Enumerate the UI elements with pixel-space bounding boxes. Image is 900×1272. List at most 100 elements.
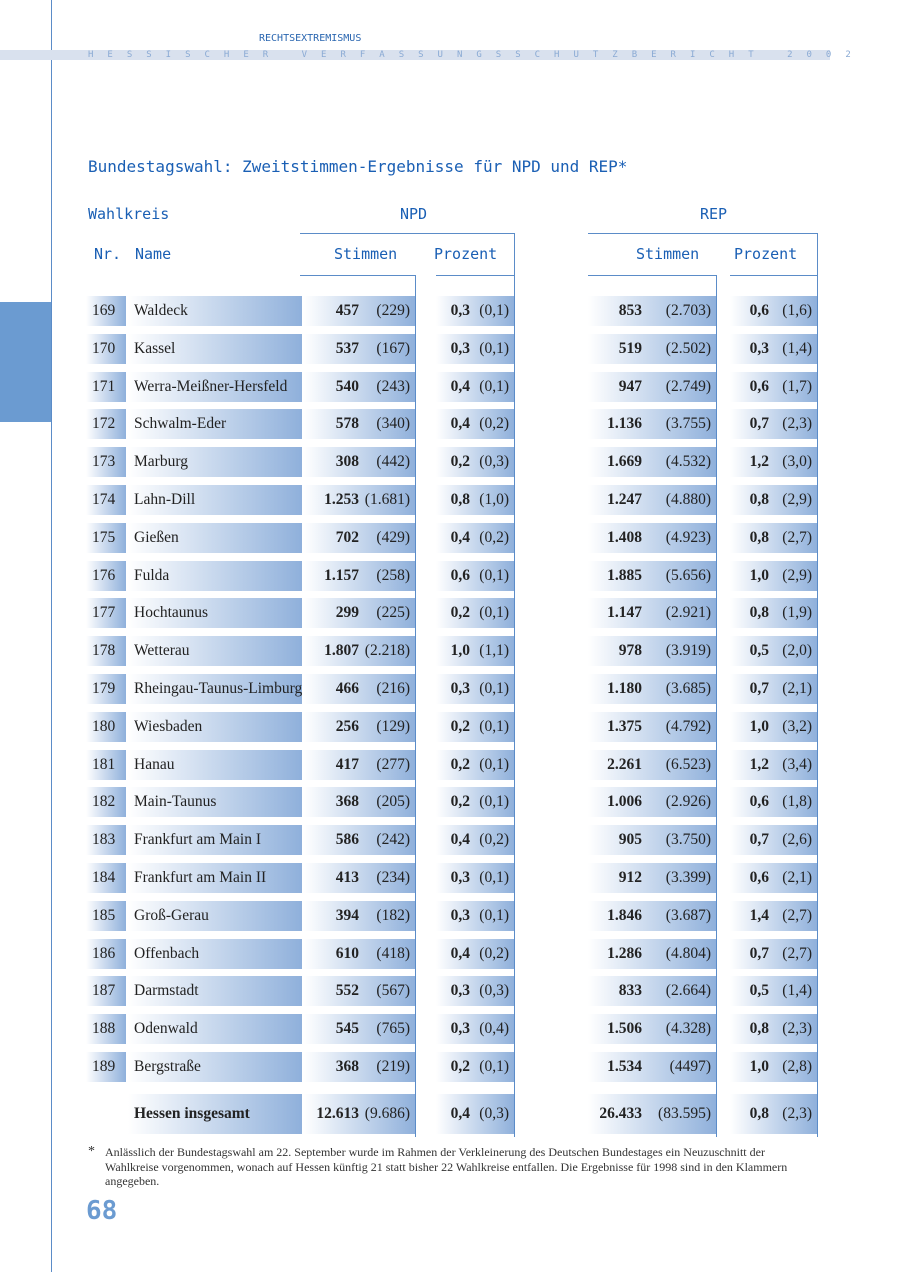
npd-prozent: 0,3 (0,1) <box>436 863 514 893</box>
rep-stimmen: 1.286 (4.804) <box>588 938 716 969</box>
npd-prozent-1998: (0,1) <box>479 906 509 924</box>
npd-prozent-1998: (0,1) <box>479 793 509 811</box>
npd-prozent: 0,2 (0,1) <box>436 1052 514 1082</box>
npd-prozent: 0,8 (1,0) <box>436 485 514 515</box>
npd-prozent-1998: (0,2) <box>479 528 509 546</box>
row-nr: 169 <box>86 296 126 326</box>
nr-value: 184 <box>92 869 116 886</box>
npd-prozent-2002: 0,2 <box>450 755 470 773</box>
row-nr: 181 <box>86 749 126 780</box>
rep-stimmen-1998: (3.399) <box>665 869 711 886</box>
name-value: Gießen <box>134 528 179 546</box>
total-npd-prozent-1998: (0,3) <box>479 1105 509 1122</box>
rep-prozent: 0,3 (1,4) <box>730 333 817 364</box>
header-npd: NPD <box>400 205 428 223</box>
rule <box>588 233 817 234</box>
nr-value: 183 <box>92 831 116 849</box>
npd-prozent-2002: 0,2 <box>450 453 470 471</box>
npd-prozent: 0,2 (0,1) <box>436 598 514 629</box>
npd-prozent: 0,2 (0,1) <box>436 711 514 742</box>
npd-stimmen-2002: 586 <box>335 831 359 849</box>
rep-prozent: 1,0 (3,2) <box>730 711 817 742</box>
npd-prozent-1998: (0,1) <box>479 869 509 886</box>
row-name: Marburg <box>128 447 302 478</box>
nr-value: 185 <box>92 906 116 924</box>
nr-value: 173 <box>92 453 116 471</box>
total-npd-stimmen-1998: (9.686) <box>364 1105 410 1122</box>
rep-prozent: 1,2 (3,0) <box>730 447 817 478</box>
rep-stimmen-2002: 1.885 <box>607 566 642 584</box>
rep-prozent-1998: (2,0) <box>782 642 812 660</box>
rep-prozent-1998: (2,7) <box>782 528 812 546</box>
rep-prozent: 0,6 (2,1) <box>730 863 817 893</box>
margin-line <box>51 0 52 1272</box>
npd-prozent: 0,2 (0,1) <box>436 749 514 780</box>
npd-prozent: 0,3 (0,1) <box>436 674 514 704</box>
rep-stimmen-2002: 853 <box>618 302 642 319</box>
nr-value: 181 <box>92 755 116 773</box>
rep-stimmen-2002: 2.261 <box>607 755 642 773</box>
rep-prozent-1998: (2,8) <box>782 1058 812 1075</box>
rep-prozent-2002: 0,6 <box>749 377 769 395</box>
rep-prozent-2002: 1,0 <box>749 717 769 735</box>
rep-stimmen: 912 (3.399) <box>588 863 716 893</box>
npd-stimmen: 368 (205) <box>304 787 415 818</box>
total-rep-prozent-2002: 0,8 <box>749 1105 769 1122</box>
name-value: Darmstadt <box>134 982 199 1000</box>
rep-prozent: 0,7 (2,6) <box>730 825 817 856</box>
rep-stimmen-1998: (3.685) <box>665 680 711 697</box>
row-nr: 172 <box>86 409 126 440</box>
npd-prozent-2002: 0,2 <box>450 604 470 622</box>
total-npd-stimmen: 12.613 (9.686) <box>304 1094 415 1134</box>
header-name: Name <box>135 245 172 263</box>
rep-prozent-1998: (3,2) <box>782 717 812 735</box>
rep-stimmen-1998: (2.703) <box>665 302 711 319</box>
row-name: Gießen <box>128 522 302 553</box>
npd-prozent-2002: 0,4 <box>450 415 470 433</box>
rep-stimmen: 1.669 (4.532) <box>588 447 716 478</box>
npd-prozent: 0,2 (0,3) <box>436 447 514 478</box>
row-name: Waldeck <box>128 296 302 326</box>
rep-stimmen-1998: (4.880) <box>665 491 711 508</box>
total-npd-prozent: 0,4 (0,3) <box>436 1094 514 1134</box>
nr-value: 176 <box>92 566 116 584</box>
npd-stimmen-1998: (225) <box>376 604 410 622</box>
npd-prozent-2002: 0,3 <box>450 302 470 319</box>
npd-prozent-2002: 0,3 <box>450 906 470 924</box>
rep-prozent: 0,5 (1,4) <box>730 976 817 1007</box>
rep-stimmen-1998: (2.921) <box>665 604 711 622</box>
npd-prozent: 0,4 (0,2) <box>436 825 514 856</box>
header-rep-stimmen: Stimmen <box>636 245 700 263</box>
total-name: Hessen insgesamt <box>128 1094 302 1134</box>
npd-prozent: 0,4 (0,1) <box>436 371 514 402</box>
npd-stimmen-2002: 1.157 <box>324 566 359 584</box>
rep-prozent-1998: (1,7) <box>782 377 812 395</box>
npd-prozent-1998: (0,3) <box>479 982 509 1000</box>
rep-prozent: 0,7 (2,1) <box>730 674 817 704</box>
npd-prozent-2002: 0,4 <box>450 944 470 962</box>
npd-prozent-2002: 0,4 <box>450 528 470 546</box>
name-value: Frankfurt am Main I <box>134 831 261 849</box>
name-value: Odenwald <box>134 1020 198 1038</box>
rep-stimmen: 1.136 (3.755) <box>588 409 716 440</box>
total-npd-prozent-2002: 0,4 <box>450 1105 470 1122</box>
rep-prozent-2002: 1,0 <box>749 1058 769 1075</box>
header-band <box>0 50 830 60</box>
name-value: Hanau <box>134 755 175 773</box>
npd-stimmen: 394 (182) <box>304 900 415 931</box>
rep-stimmen-1998: (3.750) <box>665 831 711 849</box>
npd-stimmen: 466 (216) <box>304 674 415 704</box>
footnote: Anlässlich der Bundestagswahl am 22. Sep… <box>105 1145 788 1188</box>
header-rep: REP <box>700 205 728 223</box>
npd-prozent: 0,4 (0,2) <box>436 938 514 969</box>
rep-stimmen-1998: (5.656) <box>665 566 711 584</box>
rep-stimmen: 947 (2.749) <box>588 371 716 402</box>
npd-prozent-2002: 0,4 <box>450 377 470 395</box>
rep-stimmen-1998: (3.919) <box>665 642 711 660</box>
npd-prozent-2002: 0,3 <box>450 982 470 1000</box>
npd-stimmen: 610 (418) <box>304 938 415 969</box>
npd-stimmen-2002: 537 <box>335 339 359 357</box>
rep-stimmen-2002: 833 <box>618 982 642 1000</box>
total-rep-prozent: 0,8 (2,3) <box>730 1094 817 1134</box>
npd-prozent: 0,3 (0,1) <box>436 296 514 326</box>
